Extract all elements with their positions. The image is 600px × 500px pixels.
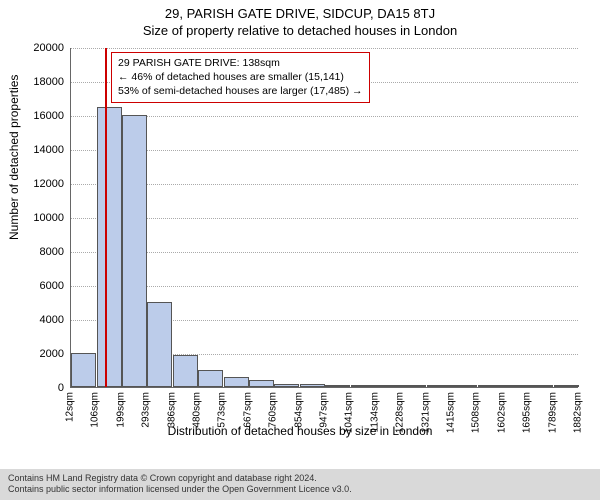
x-tick-label: 12sqm bbox=[65, 392, 76, 422]
y-tick-label: 20000 bbox=[0, 42, 64, 54]
gridline bbox=[71, 150, 578, 151]
gridline bbox=[71, 48, 578, 49]
gridline bbox=[71, 252, 578, 253]
footer-line-1: Contains HM Land Registry data © Crown c… bbox=[8, 473, 592, 485]
histogram-bar bbox=[376, 385, 401, 387]
plot-area: 29 PARISH GATE DRIVE: 138sqm ← 46% of de… bbox=[70, 48, 578, 388]
y-tick-label: 8000 bbox=[0, 246, 64, 258]
footer-line-2: Contains public sector information licen… bbox=[8, 484, 592, 496]
footer: Contains HM Land Registry data © Crown c… bbox=[0, 469, 600, 500]
histogram-bar bbox=[528, 385, 553, 387]
y-tick-label: 2000 bbox=[0, 348, 64, 360]
histogram-bar bbox=[427, 385, 452, 387]
histogram-bar bbox=[224, 377, 249, 387]
callout-line-3: 53% of semi-detached houses are larger (… bbox=[118, 84, 363, 98]
page-subtitle: Size of property relative to detached ho… bbox=[0, 21, 600, 42]
histogram-bar bbox=[325, 385, 350, 387]
callout-box: 29 PARISH GATE DRIVE: 138sqm ← 46% of de… bbox=[111, 52, 370, 103]
y-tick-label: 18000 bbox=[0, 76, 64, 88]
y-tick-label: 0 bbox=[0, 382, 64, 394]
histogram-bar bbox=[503, 385, 528, 387]
histogram-bar bbox=[401, 385, 426, 387]
y-tick-label: 6000 bbox=[0, 280, 64, 292]
x-tick-label: 386sqm bbox=[166, 392, 177, 428]
y-tick-label: 16000 bbox=[0, 110, 64, 122]
x-tick-label: 667sqm bbox=[242, 392, 253, 428]
histogram-bar bbox=[249, 380, 274, 387]
histogram-bar bbox=[452, 385, 477, 387]
histogram-bar bbox=[554, 385, 579, 387]
callout-line-2: ← 46% of detached houses are smaller (15… bbox=[118, 70, 363, 84]
histogram-bar bbox=[71, 353, 96, 387]
x-axis-label: Distribution of detached houses by size … bbox=[0, 424, 600, 438]
x-tick-label: 480sqm bbox=[192, 392, 203, 428]
histogram-bar bbox=[147, 302, 172, 387]
x-tick-label: 199sqm bbox=[115, 392, 126, 428]
histogram-bar bbox=[300, 384, 325, 387]
y-tick-label: 4000 bbox=[0, 314, 64, 326]
y-tick-label: 12000 bbox=[0, 178, 64, 190]
gridline bbox=[71, 218, 578, 219]
x-tick-label: 760sqm bbox=[268, 392, 279, 428]
x-tick-label: 106sqm bbox=[90, 392, 101, 428]
histogram-bar bbox=[173, 355, 198, 387]
histogram-bar bbox=[122, 115, 147, 387]
x-tick-label: 947sqm bbox=[319, 392, 330, 428]
gridline bbox=[71, 116, 578, 117]
page-title: 29, PARISH GATE DRIVE, SIDCUP, DA15 8TJ bbox=[0, 0, 600, 21]
histogram-bar bbox=[198, 370, 223, 387]
callout-line-1: 29 PARISH GATE DRIVE: 138sqm bbox=[118, 56, 363, 70]
gridline bbox=[71, 184, 578, 185]
x-tick-label: 573sqm bbox=[217, 392, 228, 428]
x-tick-label: 293sqm bbox=[141, 392, 152, 428]
chart-container: Number of detached properties 0200040006… bbox=[0, 40, 600, 440]
y-tick-label: 14000 bbox=[0, 144, 64, 156]
histogram-bar bbox=[274, 384, 299, 387]
histogram-bar bbox=[97, 107, 122, 388]
y-tick-label: 10000 bbox=[0, 212, 64, 224]
histogram-bar bbox=[478, 385, 503, 387]
x-tick-label: 854sqm bbox=[293, 392, 304, 428]
gridline bbox=[71, 286, 578, 287]
histogram-bar bbox=[351, 385, 376, 387]
marker-line bbox=[105, 48, 107, 387]
